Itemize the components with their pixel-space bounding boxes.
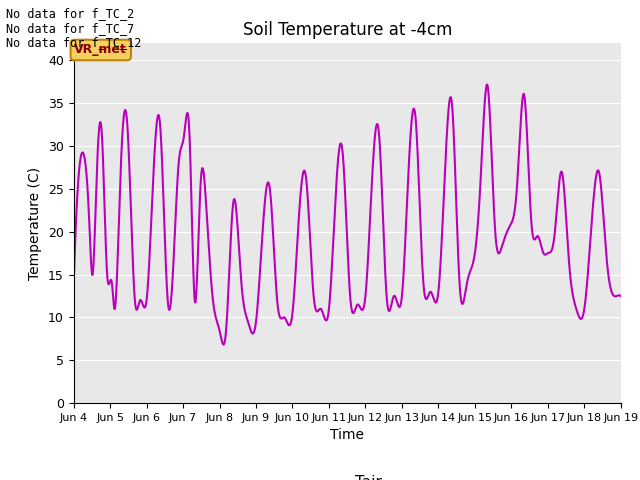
Title: Soil Temperature at -4cm: Soil Temperature at -4cm	[243, 21, 452, 39]
Text: VR_met: VR_met	[74, 44, 127, 57]
Legend: Tair: Tair	[307, 469, 388, 480]
Text: No data for f_TC_7: No data for f_TC_7	[6, 22, 134, 35]
Text: No data for f_TC_2: No data for f_TC_2	[6, 7, 134, 20]
Text: No data for f_TC_12: No data for f_TC_12	[6, 36, 142, 49]
X-axis label: Time: Time	[330, 429, 364, 443]
Y-axis label: Temperature (C): Temperature (C)	[28, 167, 42, 280]
